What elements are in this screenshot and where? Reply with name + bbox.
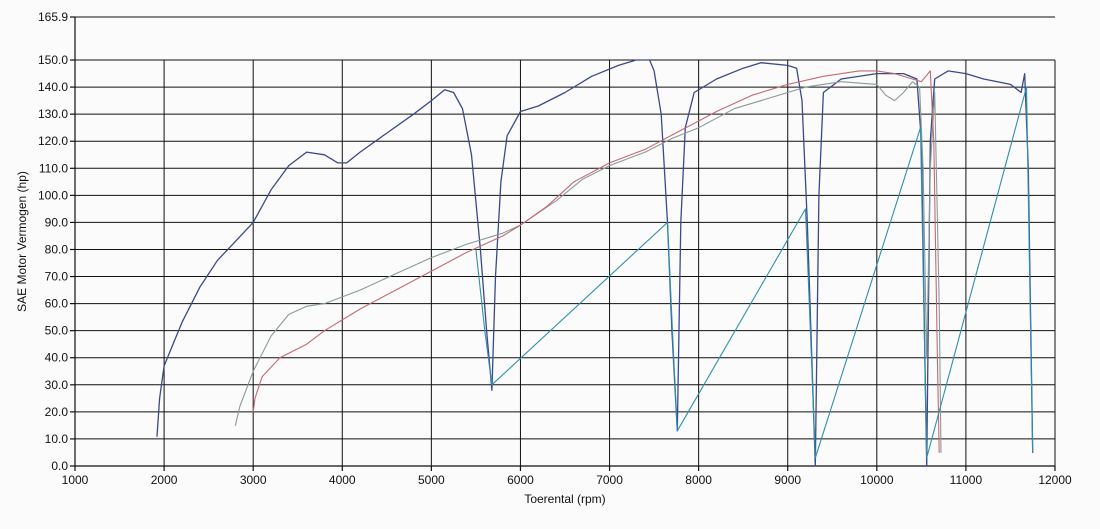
y-tick-label: 100.0 — [38, 188, 68, 202]
x-tick-label: 9000 — [774, 473, 801, 487]
x-tick-label: 11000 — [950, 473, 983, 487]
x-tick-label: 2000 — [151, 473, 178, 487]
x-tick-label: 10000 — [860, 473, 894, 487]
y-tick-label: 20.0 — [45, 405, 69, 419]
y-tick-label: 60.0 — [45, 297, 69, 311]
x-tick-label: 12000 — [1038, 473, 1072, 487]
series-line-1 — [156, 59, 1034, 467]
tick-labels: 0.0 10.0 20.0 30.0 40.0 50.0 60.0 70.0 80.0 90.0 1… — [38, 10, 1072, 487]
series-line-4 — [475, 86, 1034, 459]
y-tick-label: 165.9 — [38, 10, 68, 24]
y-tick-label: 40.0 — [45, 351, 69, 365]
y-tick-label: 120.0 — [38, 134, 68, 148]
x-axis-label: Toerental (rpm) — [524, 492, 605, 506]
x-tick-label: 5000 — [418, 473, 445, 487]
series-line-2 — [234, 81, 942, 454]
series-lines — [156, 59, 1034, 467]
y-tick-label: 90.0 — [45, 215, 69, 229]
x-tick-label: 7000 — [596, 473, 623, 487]
y-tick-label: 110.0 — [39, 161, 68, 175]
y-axis-label: SAE Motor Vermogen (hp) — [15, 171, 29, 312]
grid — [75, 16, 1056, 466]
y-tick-label: 150.0 — [38, 53, 68, 67]
x-tick-label: 1000 — [62, 473, 89, 487]
y-tick-label: 80.0 — [45, 242, 69, 256]
axes — [70, 16, 1056, 471]
y-tick-label: 70.0 — [45, 270, 69, 284]
y-tick-label: 140.0 — [38, 80, 68, 94]
y-tick-label: 10.0 — [45, 432, 69, 446]
x-tick-label: 6000 — [507, 473, 534, 487]
x-tick-label: 4000 — [329, 473, 356, 487]
y-tick-label: 0.0 — [51, 459, 68, 473]
x-tick-label: 3000 — [240, 473, 267, 487]
y-tick-label: 50.0 — [45, 324, 69, 338]
y-tick-label: 130.0 — [38, 107, 68, 121]
y-tick-label: 30.0 — [45, 378, 69, 392]
series-line-3 — [252, 70, 940, 454]
x-tick-label: 8000 — [685, 473, 712, 487]
